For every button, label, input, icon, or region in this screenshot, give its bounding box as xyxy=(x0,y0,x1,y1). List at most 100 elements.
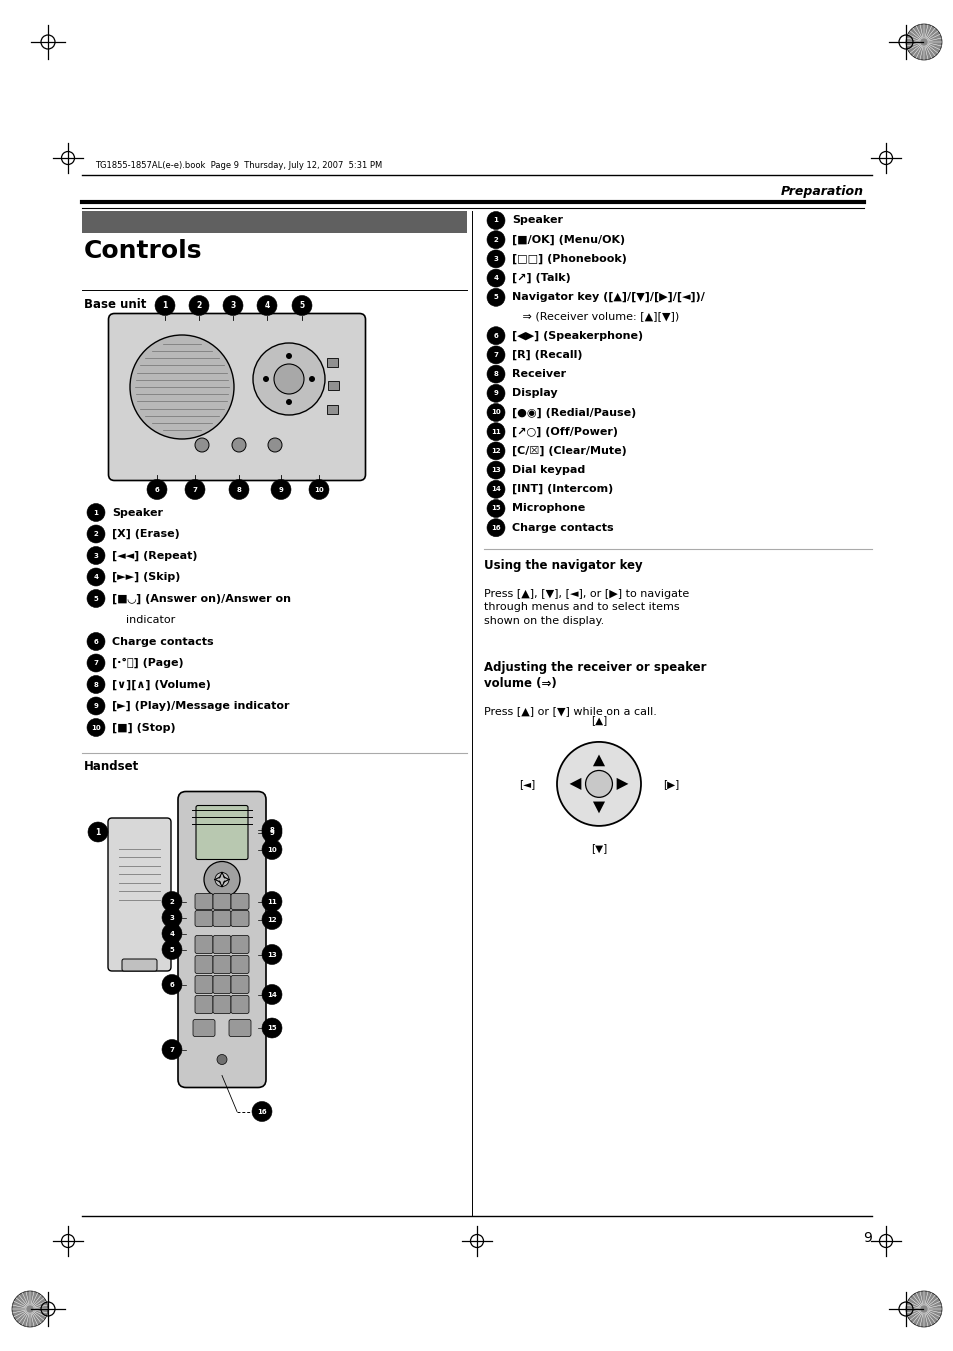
Circle shape xyxy=(194,438,209,453)
Circle shape xyxy=(154,296,174,316)
Circle shape xyxy=(162,924,182,943)
Circle shape xyxy=(486,212,504,230)
Circle shape xyxy=(215,824,220,828)
Text: 16: 16 xyxy=(257,1109,267,1115)
Text: 8: 8 xyxy=(236,486,241,493)
Text: [∨][∧] (Volume): [∨][∧] (Volume) xyxy=(112,680,211,689)
Text: [▶]: [▶] xyxy=(662,780,679,789)
FancyBboxPatch shape xyxy=(122,959,157,971)
Text: 3: 3 xyxy=(493,255,497,262)
Circle shape xyxy=(87,654,105,671)
Circle shape xyxy=(486,288,504,307)
Circle shape xyxy=(256,296,276,316)
Text: 2: 2 xyxy=(493,236,497,243)
Circle shape xyxy=(262,839,282,859)
Text: [◄◄] (Repeat): [◄◄] (Repeat) xyxy=(112,550,197,561)
Text: 4: 4 xyxy=(264,301,270,309)
Text: 5: 5 xyxy=(170,947,174,952)
Text: 1: 1 xyxy=(93,509,98,516)
Circle shape xyxy=(130,335,233,439)
Text: 11: 11 xyxy=(267,898,276,905)
Circle shape xyxy=(486,500,504,517)
Text: 10: 10 xyxy=(491,409,500,416)
Text: 5: 5 xyxy=(299,301,304,309)
Circle shape xyxy=(185,480,205,500)
Text: [◄]: [◄] xyxy=(518,780,535,789)
Text: 12: 12 xyxy=(267,916,276,923)
Text: TG1855-1857AL(e-e).book  Page 9  Thursday, July 12, 2007  5:31 PM: TG1855-1857AL(e-e).book Page 9 Thursday,… xyxy=(95,161,382,169)
Text: 2: 2 xyxy=(196,301,201,309)
Text: 6: 6 xyxy=(93,639,98,644)
Polygon shape xyxy=(569,778,580,790)
Circle shape xyxy=(486,384,504,403)
Circle shape xyxy=(252,1101,272,1121)
Circle shape xyxy=(216,1055,227,1065)
Text: 2: 2 xyxy=(93,531,98,536)
Text: Press [▲] or [▼] while on a call.: Press [▲] or [▼] while on a call. xyxy=(483,707,657,716)
FancyBboxPatch shape xyxy=(213,893,231,909)
Text: 13: 13 xyxy=(267,951,276,958)
Text: 6: 6 xyxy=(170,981,174,988)
Circle shape xyxy=(88,821,108,842)
Text: 3: 3 xyxy=(170,915,174,920)
Text: 16: 16 xyxy=(491,524,500,531)
Text: [X] (Erase): [X] (Erase) xyxy=(112,528,179,539)
Circle shape xyxy=(87,719,105,736)
Circle shape xyxy=(486,327,504,345)
Circle shape xyxy=(87,632,105,650)
Polygon shape xyxy=(616,778,628,790)
Text: 5: 5 xyxy=(493,295,497,300)
Text: 6: 6 xyxy=(154,486,159,493)
FancyBboxPatch shape xyxy=(108,817,171,971)
Polygon shape xyxy=(905,1292,941,1327)
Circle shape xyxy=(557,742,640,825)
Circle shape xyxy=(229,480,249,500)
Circle shape xyxy=(162,939,182,959)
Circle shape xyxy=(232,438,246,453)
Text: Base unit: Base unit xyxy=(84,297,146,311)
Text: [R] (Recall): [R] (Recall) xyxy=(512,350,582,359)
Circle shape xyxy=(162,892,182,912)
Bar xyxy=(326,358,337,366)
Text: 15: 15 xyxy=(267,1025,276,1031)
FancyBboxPatch shape xyxy=(213,996,231,1013)
Circle shape xyxy=(224,824,228,828)
Text: 3: 3 xyxy=(93,553,98,558)
Circle shape xyxy=(253,343,325,415)
Circle shape xyxy=(486,250,504,267)
Circle shape xyxy=(162,908,182,928)
Circle shape xyxy=(262,985,282,1005)
Text: 13: 13 xyxy=(491,467,500,473)
Circle shape xyxy=(208,824,212,828)
Polygon shape xyxy=(593,754,604,766)
Circle shape xyxy=(486,231,504,249)
Circle shape xyxy=(263,376,269,382)
Text: 8: 8 xyxy=(270,827,274,832)
Polygon shape xyxy=(593,801,604,813)
Circle shape xyxy=(87,504,105,521)
FancyBboxPatch shape xyxy=(195,805,248,859)
Text: 4: 4 xyxy=(170,931,174,936)
Text: 1: 1 xyxy=(95,828,100,836)
Circle shape xyxy=(486,481,504,499)
Text: 9: 9 xyxy=(862,1231,871,1246)
Text: Preparation: Preparation xyxy=(781,185,863,199)
Circle shape xyxy=(271,480,291,500)
Text: Charge contacts: Charge contacts xyxy=(112,636,213,647)
Circle shape xyxy=(486,423,504,440)
Text: 2: 2 xyxy=(170,898,174,905)
Polygon shape xyxy=(905,24,941,59)
Circle shape xyxy=(486,365,504,384)
FancyBboxPatch shape xyxy=(194,911,213,927)
Text: [►] (Play)/Message indicator: [►] (Play)/Message indicator xyxy=(112,701,289,711)
Circle shape xyxy=(286,399,292,405)
Text: 8: 8 xyxy=(493,372,497,377)
Text: 7: 7 xyxy=(493,351,497,358)
Circle shape xyxy=(189,296,209,316)
Text: [·°⧖] (Page): [·°⧖] (Page) xyxy=(112,658,183,669)
Circle shape xyxy=(223,296,243,316)
Circle shape xyxy=(87,697,105,715)
FancyBboxPatch shape xyxy=(178,792,266,1088)
Circle shape xyxy=(162,974,182,994)
Text: [▼]: [▼] xyxy=(590,843,606,852)
